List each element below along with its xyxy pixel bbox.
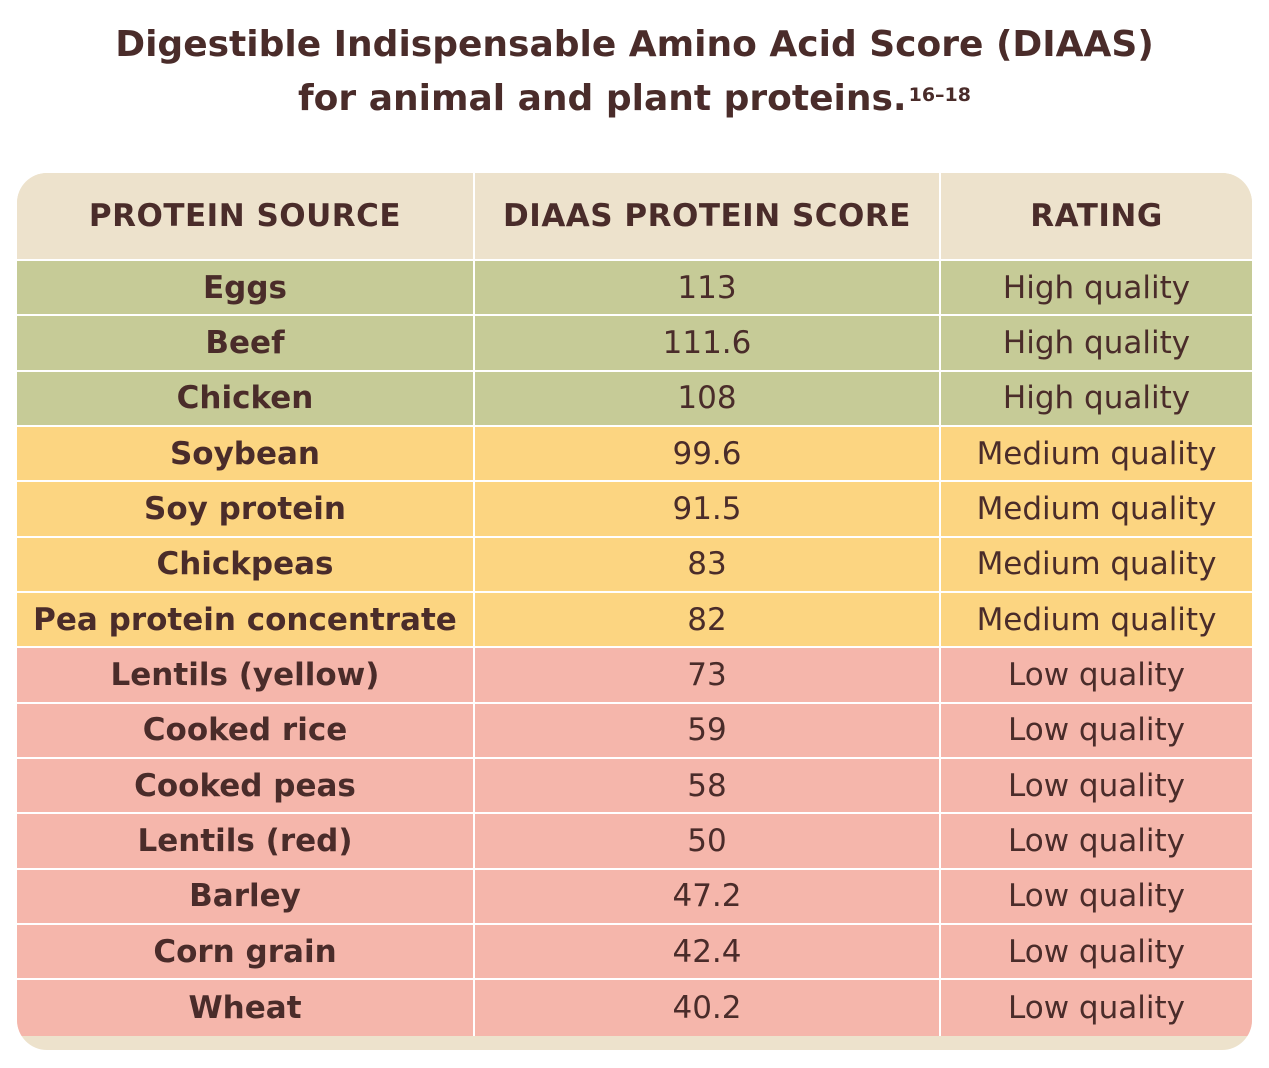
rating-cell: High quality [941,371,1252,428]
diaas-score-cell: 113 [475,261,941,317]
protein-source-cell: Pea protein concentrate [17,593,475,649]
diaas-score-cell: 108 [475,371,941,428]
rating-cell: Medium quality [941,593,1252,649]
header-protein-source: PROTEIN SOURCE [17,173,475,261]
diaas-score-cell: 82 [475,593,941,649]
protein-source-cell: Corn grain [17,925,475,981]
diaas-score-cell: 91.5 [475,482,941,538]
diaas-score-cell: 40.2 [475,980,941,1036]
protein-source-cell: Lentils (yellow) [17,648,475,704]
rating-cell: Medium quality [941,482,1252,538]
diaas-score-cell: 59 [475,703,941,760]
rating-cell: Low quality [941,759,1252,815]
rating-cell: Low quality [941,648,1252,704]
protein-source-cell: Cooked rice [17,703,475,760]
rating-cell: Low quality [941,925,1252,981]
header-rating: RATING [941,173,1252,261]
diaas-table: PROTEIN SOURCE DIAAS PROTEIN SCORE RATIN… [17,173,1252,1050]
rating-cell: Medium quality [941,537,1252,594]
citation-superscript: 16–18 [908,84,971,106]
protein-source-cell: Lentils (red) [17,814,475,870]
rating-cell: High quality [941,316,1252,372]
rating-cell: Low quality [941,980,1252,1036]
rating-cell: Low quality [941,869,1252,926]
diaas-score-cell: 99.6 [475,427,941,483]
rating-cell: High quality [941,261,1252,317]
chart-title-line-2-text: for animal and plant proteins. [298,78,907,119]
diaas-score-cell: 83 [475,537,941,594]
rating-cell: Low quality [941,703,1252,760]
protein-source-cell: Chickpeas [17,537,475,594]
diaas-score-cell: 58 [475,759,941,815]
protein-source-cell: Eggs [17,261,475,317]
protein-source-cell: Wheat [17,980,475,1036]
chart-title-line-1: Digestible Indispensable Amino Acid Scor… [115,24,1154,65]
diaas-score-cell: 47.2 [475,869,941,926]
protein-source-cell: Cooked peas [17,759,475,815]
protein-source-cell: Beef [17,316,475,372]
protein-source-cell: Soy protein [17,482,475,538]
diaas-score-cell: 111.6 [475,316,941,372]
diaas-score-cell: 73 [475,648,941,704]
diaas-score-cell: 42.4 [475,925,941,981]
chart-title: Digestible Indispensable Amino Acid Scor… [0,18,1269,126]
rating-cell: Medium quality [941,427,1252,483]
diaas-score-cell: 50 [475,814,941,870]
chart-title-line-2: for animal and plant proteins. 16–18 [0,72,1269,126]
protein-source-cell: Soybean [17,427,475,483]
diaas-table-grid: PROTEIN SOURCE DIAAS PROTEIN SCORE RATIN… [17,173,1252,1050]
protein-source-cell: Chicken [17,371,475,428]
protein-source-cell: Barley [17,869,475,926]
header-diaas-score: DIAAS PROTEIN SCORE [475,173,941,261]
rating-cell: Low quality [941,814,1252,870]
